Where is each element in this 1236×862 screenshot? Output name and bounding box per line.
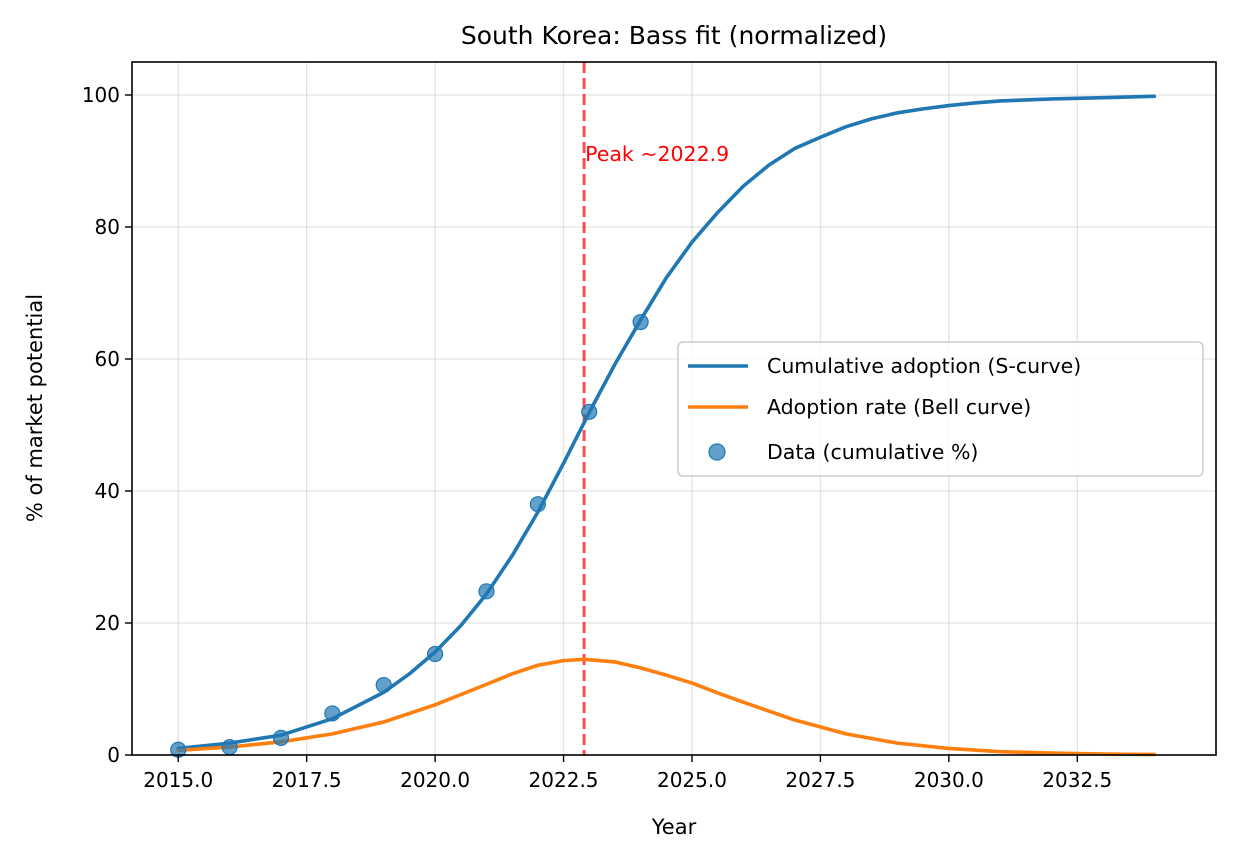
legend-label-data: Data (cumulative %) <box>767 440 978 464</box>
y-tick-label: 20 <box>95 611 120 635</box>
peak-annotation-label: Peak ~2022.9 <box>585 142 729 166</box>
x-tick-label: 2025.0 <box>657 768 727 792</box>
legend-swatch-data <box>708 443 726 461</box>
data-point <box>632 313 649 331</box>
x-tick-label: 2015.0 <box>143 768 213 792</box>
x-tick-label: 2020.0 <box>400 768 470 792</box>
x-tick-label: 2030.0 <box>914 768 984 792</box>
data-point <box>375 676 392 694</box>
y-tick-label: 80 <box>95 215 120 239</box>
plot-series <box>176 94 1157 757</box>
plot-frame <box>131 61 1217 756</box>
data-point <box>221 738 238 756</box>
legend-label-cumulative: Cumulative adoption (S-curve) <box>767 354 1081 378</box>
cumulative-adoption-line <box>176 94 1157 751</box>
y-tick-label: 60 <box>95 347 120 371</box>
chart-title: South Korea: Bass fit (normalized) <box>461 21 887 50</box>
legend-box <box>677 341 1204 477</box>
data-point <box>272 729 290 746</box>
x-axis-ticks: 2015.0 2017.5 2020.0 2022.5 2025.0 2027.5 2030… <box>143 755 1112 792</box>
data-point <box>529 496 546 513</box>
legend: Cumulative adoption (S-curve) Adoption r… <box>677 341 1204 477</box>
x-tick-label: 2032.5 <box>1042 768 1112 792</box>
y-tick-label: 100 <box>82 83 120 107</box>
data-point <box>478 583 495 600</box>
data-point <box>324 705 341 722</box>
x-tick-label: 2017.5 <box>272 768 342 792</box>
data-point <box>427 645 444 663</box>
x-tick-label: 2027.5 <box>785 768 855 792</box>
y-axis-title: % of market potential <box>23 294 47 522</box>
y-tick-label: 0 <box>107 743 120 767</box>
x-axis-title: Year <box>651 815 697 839</box>
y-axis-ticks: 0 20 40 60 80 100 <box>82 83 132 767</box>
y-tick-label: 40 <box>95 479 120 503</box>
data-point <box>581 403 598 420</box>
x-tick-label: 2022.5 <box>529 768 599 792</box>
adoption-rate-line <box>176 657 1157 757</box>
legend-label-rate: Adoption rate (Bell curve) <box>767 395 1031 419</box>
